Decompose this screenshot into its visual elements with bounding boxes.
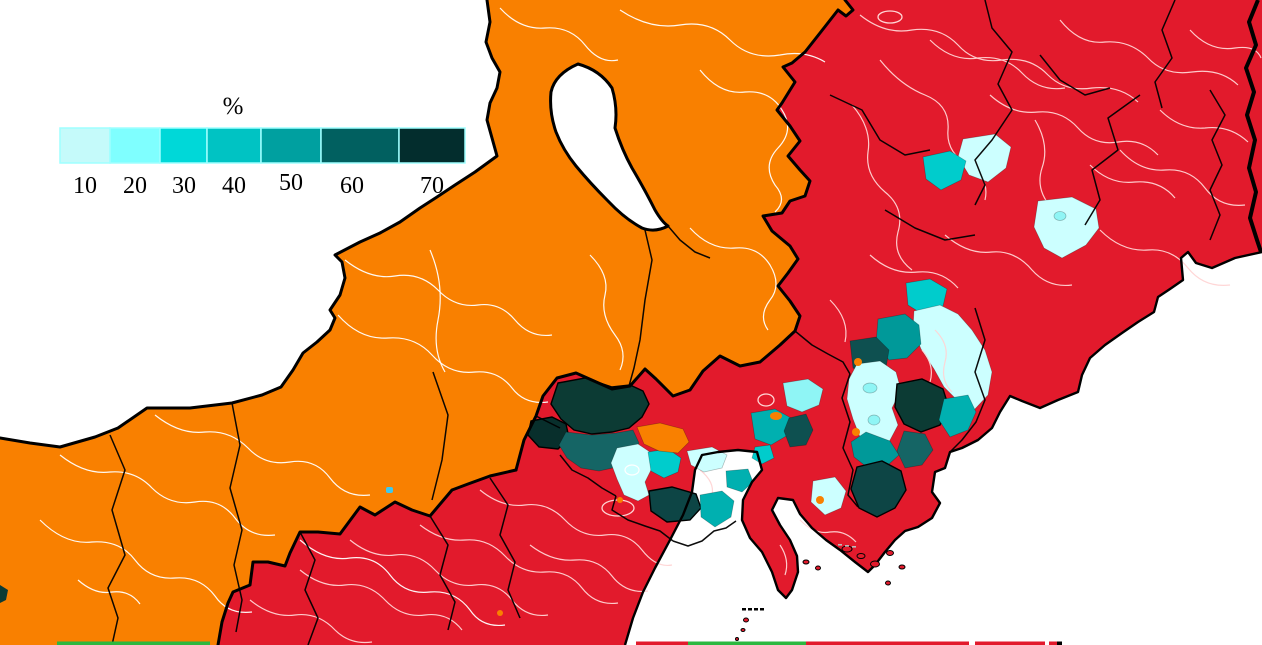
- orange-dot: [854, 358, 862, 366]
- county-patch: [867, 414, 881, 426]
- island: [870, 560, 880, 568]
- county: [810, 476, 847, 516]
- bottom-edge-strips: [57, 641, 1062, 645]
- legend-label-50: 50: [279, 170, 303, 196]
- county: [725, 468, 754, 493]
- county-borders-orange: [39, 7, 826, 627]
- orange-dot: [852, 428, 860, 436]
- island: [740, 628, 746, 632]
- island: [898, 564, 906, 570]
- island: [735, 637, 739, 641]
- county: [1033, 196, 1100, 259]
- county: [938, 394, 977, 438]
- islands: [735, 545, 906, 641]
- county-patch: [1053, 211, 1067, 221]
- orange-dot: [770, 412, 782, 420]
- legend-label-20: 20: [123, 173, 147, 199]
- county: [850, 460, 907, 518]
- county: [783, 413, 814, 448]
- island: [815, 565, 821, 571]
- county-line: [921, 349, 932, 383]
- legend-label-70: 70: [420, 173, 444, 199]
- lake-dot: [386, 487, 393, 493]
- legend-title: %: [223, 93, 244, 120]
- strip-green: [688, 641, 806, 645]
- strip-red: [806, 641, 969, 645]
- county: [648, 486, 702, 523]
- country-border-east: [1244, 0, 1262, 253]
- orange-enclave-dots: [497, 358, 862, 616]
- strip-black: [1057, 641, 1062, 645]
- legend-label-10: 10: [73, 173, 97, 199]
- strip-red: [975, 641, 1045, 645]
- island: [856, 553, 866, 559]
- strip-green: [57, 641, 210, 645]
- white-wedge-area: [549, 62, 670, 232]
- island: [841, 545, 853, 553]
- county: [699, 490, 735, 528]
- orange-dot: [497, 610, 503, 616]
- county-ring: [877, 10, 903, 24]
- county-ring: [757, 393, 775, 407]
- county-mongol-orange: [636, 422, 690, 454]
- choropleth-counties: [0, 133, 1100, 603]
- county-patch: [862, 382, 878, 394]
- orange-dot: [816, 496, 824, 504]
- legend-swatch-40: [206, 127, 262, 164]
- strip-red: [1049, 641, 1057, 645]
- county-ring: [624, 464, 640, 476]
- island: [802, 559, 810, 565]
- strip-red: [636, 641, 688, 645]
- county: [896, 430, 934, 469]
- legend-swatch-10: [59, 127, 111, 164]
- county-line: [934, 329, 953, 393]
- maritime-boundary-dashes: [742, 544, 856, 611]
- county-sliver: [0, 585, 8, 603]
- legend-label-30: 30: [172, 173, 196, 199]
- county: [894, 378, 950, 433]
- island: [886, 550, 894, 556]
- legend-swatch-20: [109, 127, 161, 164]
- legend-swatch-30: [159, 127, 208, 164]
- island: [743, 617, 749, 623]
- county: [782, 378, 824, 413]
- county: [550, 377, 650, 435]
- county: [751, 444, 775, 465]
- legend: % 10 20 30 40 50 60 70: [59, 93, 466, 199]
- legend-label-60: 60: [340, 173, 364, 199]
- orange-dot: [617, 497, 623, 503]
- legend-label-40: 40: [222, 173, 246, 199]
- island: [885, 580, 891, 586]
- legend-swatch-60: [320, 127, 400, 164]
- county: [922, 150, 967, 191]
- orange-region: [0, 0, 853, 645]
- legend-swatch-50: [260, 127, 322, 164]
- legend-swatch-70: [398, 127, 466, 164]
